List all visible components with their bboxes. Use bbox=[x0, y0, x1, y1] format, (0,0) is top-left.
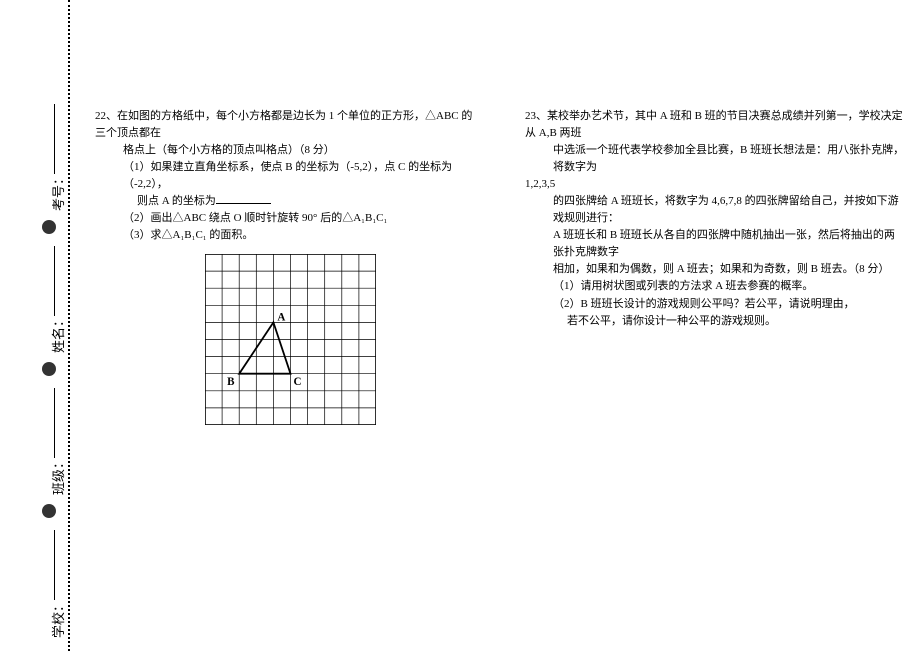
question-22: 22、在如图的方格纸中，每个小方格都是边长为 1 个单位的正方形，△ABC 的三… bbox=[95, 108, 475, 425]
q22-part2: （2）画出△ABC 绕点 O 顺时针旋转 90° 后的△A₁B₁C₁ bbox=[95, 210, 475, 227]
q22-line2: 格点上（每个小方格的顶点叫格点）（8 分） bbox=[95, 142, 475, 159]
binding-blank-examid bbox=[54, 104, 55, 174]
binding-strip: 学校： 班级： 姓名： 考号： bbox=[0, 0, 75, 651]
q22-blank bbox=[216, 195, 271, 204]
q23-l6: 相加，如果和为偶数，则 A 班去；如果和为奇数，则 B 班去。（8 分） bbox=[525, 261, 905, 278]
binding-dotline bbox=[68, 0, 70, 651]
q23-l3: 1,2,3,5 bbox=[525, 176, 905, 193]
binding-circle-3 bbox=[42, 220, 56, 234]
q22-figure: A B C bbox=[205, 254, 376, 425]
binding-blank-name bbox=[54, 246, 55, 316]
grid-svg: A B C bbox=[205, 254, 376, 425]
binding-circle-2 bbox=[42, 362, 56, 376]
vertex-label-a: A bbox=[277, 312, 285, 324]
vertex-label-c: C bbox=[294, 376, 302, 388]
q23-l7: （1）请用树状图或列表的方法求 A 班去参赛的概率。 bbox=[525, 278, 905, 295]
binding-blank-class bbox=[54, 388, 55, 458]
q22-part1b-text: 则点 A 的坐标为 bbox=[137, 195, 216, 207]
content-columns: 22、在如图的方格纸中，每个小方格都是边长为 1 个单位的正方形，△ABC 的三… bbox=[95, 108, 905, 425]
q23-l8: （2）B 班班长设计的游戏规则公平吗？若公平，请说明理由， bbox=[525, 296, 905, 313]
binding-labels: 学校： 班级： 姓名： 考号： bbox=[10, 0, 60, 651]
q23-l9: 若不公平，请你设计一种公平的游戏规则。 bbox=[525, 313, 905, 330]
question-23: 23、某校举办艺术节，其中 A 班和 B 班的节目决赛总成绩并列第一，学校决定从… bbox=[525, 108, 905, 425]
binding-blank-school bbox=[54, 530, 55, 600]
q23-l5: A 班班长和 B 班班长从各自的四张牌中随机抽出一张，然后将抽出的两张扑克牌数字 bbox=[525, 227, 905, 261]
q23-l1: 23、某校举办艺术节，其中 A 班和 B 班的节目决赛总成绩并列第一，学校决定从… bbox=[525, 108, 905, 142]
binding-label-examid: 考号： bbox=[48, 172, 67, 211]
vertex-label-b: B bbox=[227, 376, 235, 388]
q22-part3: （3）求△A₁B₁C₁ 的面积。 bbox=[95, 227, 475, 244]
q23-l2: 中选派一个班代表学校参加全县比赛，B 班班长想法是：用八张扑克牌，将数字为 bbox=[525, 142, 905, 176]
binding-label-name: 姓名： bbox=[48, 314, 67, 353]
q23-l4: 的四张牌给 A 班班长，将数字为 4,6,7,8 的四张牌留给自己，并按如下游戏… bbox=[525, 193, 905, 227]
q22-part1b: 则点 A 的坐标为 bbox=[95, 193, 475, 210]
binding-circle-1 bbox=[42, 504, 56, 518]
binding-label-school: 学校： bbox=[48, 599, 67, 638]
q22-line1: 22、在如图的方格纸中，每个小方格都是边长为 1 个单位的正方形，△ABC 的三… bbox=[95, 108, 475, 142]
q22-part1a: （1）如果建立直角坐标系，使点 B 的坐标为（-5,2），点 C 的坐标为（-2… bbox=[95, 159, 475, 193]
binding-label-class: 班级： bbox=[48, 456, 67, 495]
